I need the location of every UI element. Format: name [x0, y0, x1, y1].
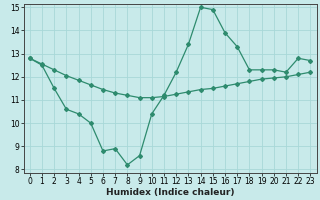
X-axis label: Humidex (Indice chaleur): Humidex (Indice chaleur): [106, 188, 234, 197]
